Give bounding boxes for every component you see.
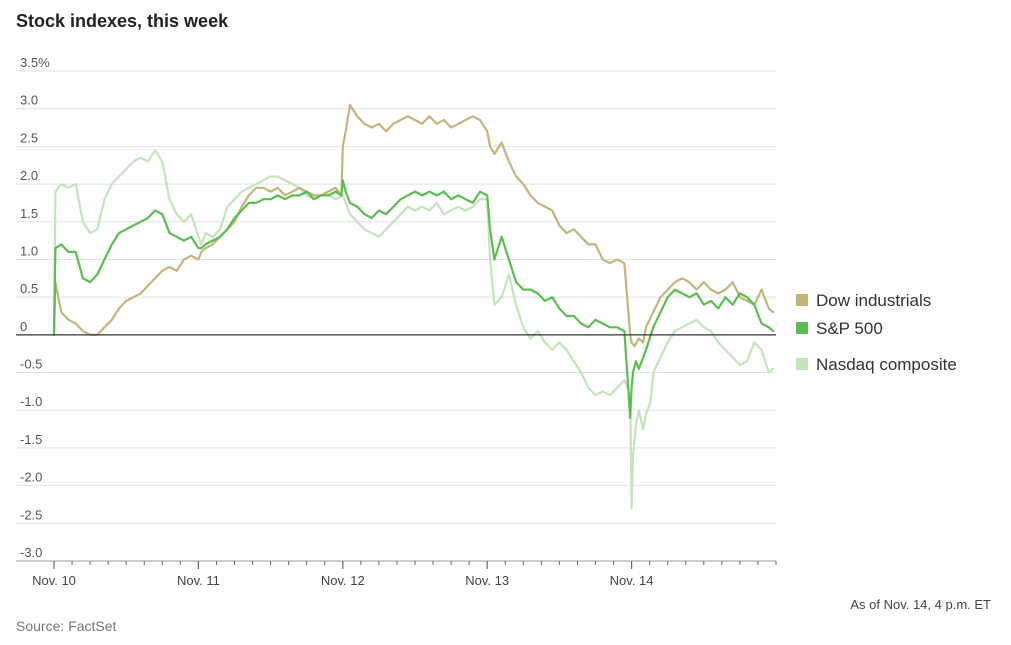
legend-item: S&P 500 [796,319,883,338]
legend-label: Nasdaq composite [816,355,957,374]
x-tick-label: Nov. 14 [610,573,654,588]
series-line-dow-industrials [52,103,775,348]
source-note: Source: FactSet [16,618,117,634]
y-tick-label: 1.0 [20,243,38,258]
y-tick-label: -2.0 [20,470,42,485]
y-tick-label: -1.0 [20,394,42,409]
legend-item: Dow industrials [796,291,931,310]
legend-swatch [796,322,808,334]
legend-label: Dow industrials [816,291,931,310]
x-tick-label: Nov. 10 [32,573,76,588]
y-tick-label: 3.0 [20,93,38,108]
y-tick-label: 2.5 [20,130,38,145]
legend-swatch [796,294,808,306]
y-tick-label: -1.5 [20,432,42,447]
series-layer [52,103,775,510]
series-line-s-p-500 [52,179,775,419]
legend-label: S&P 500 [816,319,883,338]
legend-layer: Dow industrials S&P 500 Nasdaq composite [796,291,957,374]
axis-layer: 3.5% 3.0 2.5 2.0 1.5 1.0 0.5 0 -0.5 -1.0 -1.5 -2.0 -… [16,55,777,588]
y-tick-label: 1.5 [20,206,38,221]
chart-title: Stock indexes, this week [16,11,229,31]
grid-layer [16,70,776,562]
y-tick-label: 2.0 [20,168,38,183]
x-tick-label: Nov. 13 [465,573,509,588]
legend-swatch [796,358,808,370]
y-tick-label: -0.5 [20,357,42,372]
timestamp-note: As of Nov. 14, 4 p.m. ET [850,597,991,612]
x-tick-label: Nov. 11 [177,573,220,588]
legend-item: Nasdaq composite [796,355,957,374]
y-tick-label: 3.5% [20,55,50,70]
x-tick-label: Nov. 12 [321,573,365,588]
y-tick-label: -2.5 [20,507,42,522]
y-tick-label: 0 [20,319,27,334]
y-tick-label: -3.0 [20,545,42,560]
y-tick-label: 0.5 [20,281,38,296]
series-line-nasdaq-composite [52,149,775,510]
